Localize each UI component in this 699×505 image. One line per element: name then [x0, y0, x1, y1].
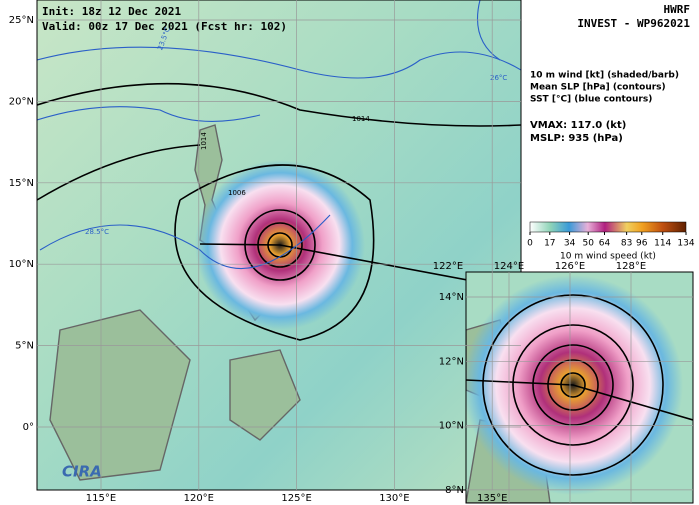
- main-map: [37, 0, 521, 490]
- lon-label: 120°E: [184, 493, 214, 504]
- mslp: MSLP: 935 (hPa): [530, 133, 623, 144]
- lon-label: 125°E: [281, 493, 311, 504]
- colorbar-tick-label: 83: [621, 239, 632, 249]
- lat-label: 15°N: [9, 178, 34, 189]
- colorbar-tick-label: 96: [636, 239, 648, 249]
- lon-label: 130°E: [379, 493, 409, 504]
- map-frame: [36, 0, 522, 491]
- lat-label: 25°N: [9, 15, 34, 26]
- colorbar-tick-label: 134: [677, 239, 694, 249]
- inset-map: [466, 272, 693, 503]
- init-text: Init: 18z 12 Dec 2021: [42, 5, 181, 18]
- lat-label: 20°N: [9, 96, 34, 107]
- inset-lon-label: 122°E: [433, 261, 463, 272]
- colorbar-tick-label: 114: [654, 239, 671, 249]
- colorbar-tick-label: 17: [544, 239, 555, 249]
- colorbar-tick-label: 64: [599, 239, 611, 249]
- lat-label: 5°N: [15, 341, 34, 352]
- valid-text: Valid: 00z 17 Dec 2021 (Fcst hr: 102): [42, 20, 287, 33]
- inset-lon-label: 126°E: [555, 261, 585, 272]
- lat-label: 10°N: [9, 259, 34, 270]
- inset-lon-label: 124°E: [494, 261, 524, 272]
- colorbar-tick-label: 50: [582, 239, 594, 249]
- contour-label: 1014: [352, 115, 370, 123]
- vmax: VMAX: 117.0 (kt): [530, 120, 626, 131]
- contour-label: 26°C: [490, 74, 507, 82]
- legend-wind: 10 m wind [kt] (shaded/barb): [530, 71, 679, 81]
- storm-name: INVEST - WP962021: [577, 17, 690, 30]
- lat-label: 0°: [23, 422, 34, 433]
- contour-label: 28.5°C: [85, 228, 109, 236]
- inset-lat-label: 14°N: [439, 292, 464, 303]
- inset-lon-label: 128°E: [616, 261, 646, 272]
- inset-lat-label: 8°N: [445, 485, 464, 496]
- lon-label: 135°E: [477, 493, 507, 504]
- inset-frame: [465, 271, 694, 504]
- contour-label: 1014: [200, 132, 208, 150]
- lon-label: 115°E: [86, 493, 116, 504]
- model-name: HWRF: [664, 3, 691, 16]
- inset-lat-label: 12°N: [439, 356, 464, 367]
- legend-slp: Mean SLP [hPa] (contours): [530, 83, 666, 93]
- contour-label: 1006: [228, 189, 246, 197]
- colorbar: [529, 221, 687, 233]
- inset-lat-label: 10°N: [439, 421, 464, 432]
- colorbar-tick-label: 34: [564, 239, 576, 249]
- legend-sst: SST [°C] (blue contours): [530, 95, 652, 105]
- logo: CIRA: [62, 463, 102, 481]
- colorbar-label: 10 m wind speed (kt): [560, 252, 656, 262]
- colorbar-tick-label: 0: [527, 239, 533, 249]
